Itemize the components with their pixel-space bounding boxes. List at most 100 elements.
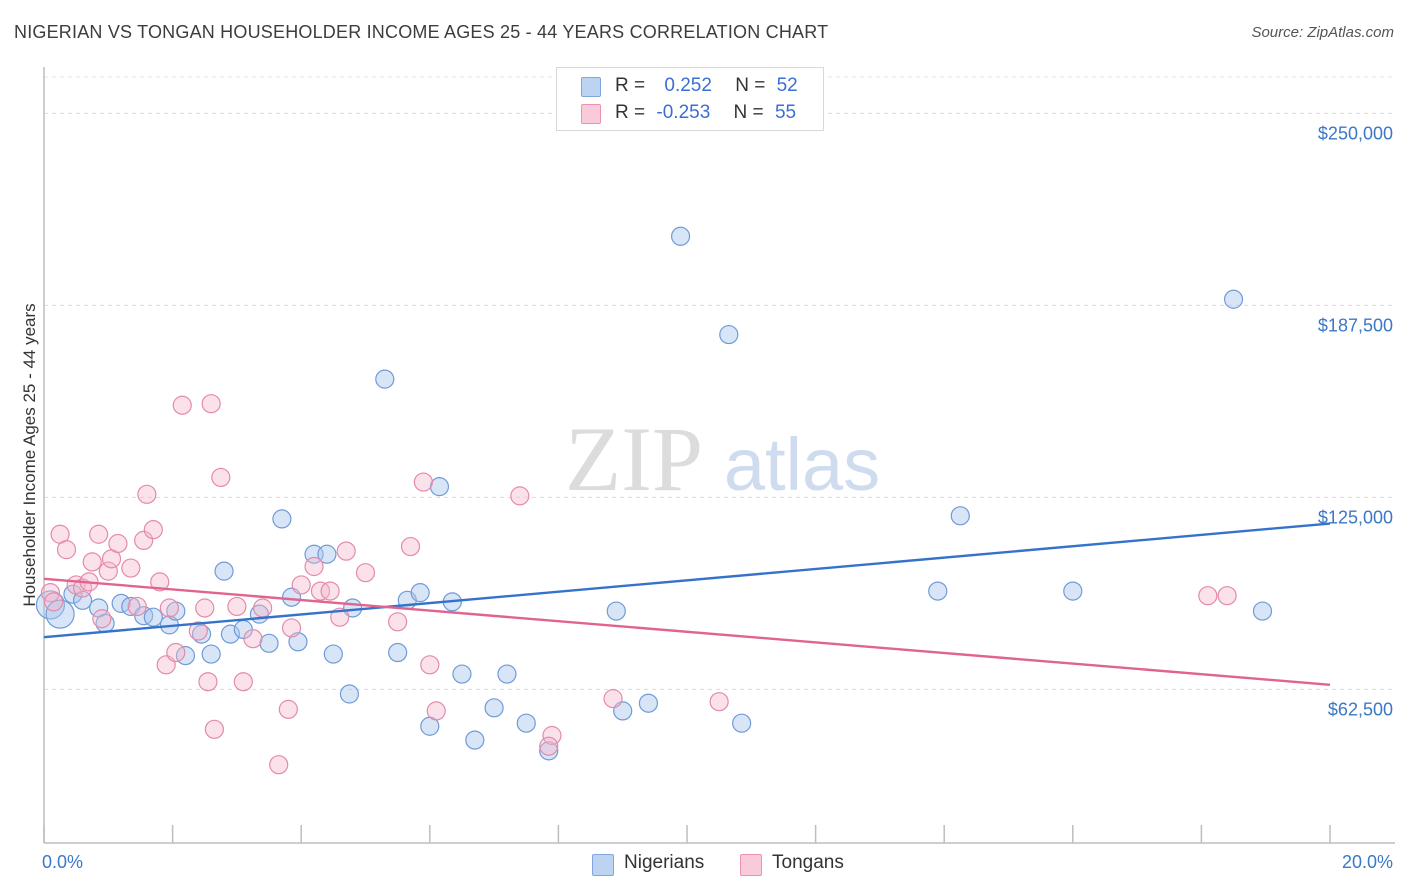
- tongans-point: [603, 689, 623, 709]
- nigerians-point: [497, 664, 517, 684]
- tongans-point: [92, 609, 112, 629]
- bottom-legend-label-tongans: Tongans: [772, 852, 844, 873]
- tongans-point: [420, 655, 440, 675]
- tongans-point: [143, 520, 163, 540]
- watermark-atlas: atlas: [724, 423, 880, 506]
- bottom-legend-swatch-nigerians: [592, 854, 614, 876]
- nigerians-point: [950, 506, 970, 526]
- tongans-point: [253, 598, 273, 618]
- tongans-point: [56, 540, 77, 560]
- nigerians-point: [388, 642, 408, 663]
- nigerians-point: [191, 624, 212, 644]
- nigerians-point: [220, 624, 241, 644]
- nigerians-point: [201, 644, 221, 664]
- tongans-point: [400, 536, 421, 557]
- x-tick-label-min: 0.0%: [42, 852, 84, 872]
- tongans-point: [82, 552, 102, 572]
- tongans-point: [121, 558, 141, 578]
- nigerians-point: [45, 599, 75, 629]
- tongans-point: [413, 472, 433, 492]
- y-tick-label-2: $187,500: [1317, 315, 1393, 336]
- tongans-point: [188, 621, 208, 641]
- tongans-point: [98, 561, 118, 581]
- nigerians-point: [719, 324, 739, 345]
- tongans-point: [195, 598, 215, 618]
- bottom-legend-label-nigerians: Nigerians: [624, 852, 705, 873]
- tongans-point: [44, 592, 64, 612]
- trend-lines: [43, 522, 1331, 686]
- tongans-point: [201, 394, 221, 414]
- nigerians-point: [452, 664, 472, 684]
- tongans-point: [204, 719, 224, 739]
- tongans-point: [150, 572, 170, 592]
- tongans-point: [198, 672, 218, 692]
- tongans-point: [330, 607, 350, 627]
- tongans-point: [304, 556, 324, 577]
- tongans-point: [172, 395, 192, 415]
- tongans-point: [227, 596, 247, 617]
- tongans-point: [539, 736, 559, 756]
- legend-swatch-tongans: [581, 104, 601, 124]
- tongans-point: [134, 530, 154, 551]
- tongans-point: [89, 524, 109, 544]
- tongans-point: [542, 725, 562, 746]
- tongans-point: [426, 701, 446, 721]
- nigerians-point: [928, 581, 948, 601]
- tongans-point: [1217, 586, 1237, 606]
- nigerians-point: [539, 741, 559, 761]
- y-tick-label-1: $125,000: [1317, 507, 1393, 528]
- source-label: Source: ZipAtlas.com: [1251, 24, 1394, 41]
- x-tick-label-max: 20.0%: [1341, 852, 1393, 872]
- nigerians-point: [429, 477, 450, 497]
- nigerians-point: [1223, 289, 1244, 309]
- nigerians-point: [638, 693, 659, 713]
- tongans-point: [1198, 586, 1218, 606]
- nigerians-point: [465, 730, 485, 750]
- axes: [43, 67, 1395, 844]
- tongans-point: [159, 598, 179, 618]
- gridlines: [44, 76, 1395, 690]
- legend-n-label: N =: [735, 75, 766, 96]
- nigerians-point: [732, 713, 752, 733]
- nigerians-point: [272, 509, 292, 529]
- nigerians-point: [1252, 601, 1273, 621]
- y-tick-label-0: $62,500: [1327, 699, 1393, 720]
- tongans-point: [243, 629, 263, 649]
- watermark: ZIP atlas: [565, 408, 880, 510]
- tongans-trend-line: [43, 577, 1331, 686]
- nigerians-point: [1063, 581, 1083, 601]
- tongans-point: [291, 575, 311, 595]
- nigerians-point: [317, 544, 337, 564]
- tongans-point: [211, 467, 231, 488]
- nigerians-point: [143, 607, 163, 627]
- tongans-point: [127, 596, 147, 617]
- nigerians-point: [339, 684, 360, 704]
- y-tick-label-3: $250,000: [1317, 123, 1393, 144]
- bottom-legend-swatch-tongans: [740, 854, 762, 876]
- tongans-point: [269, 755, 289, 775]
- tongans-point: [108, 533, 128, 554]
- legend-r-label: R =: [615, 102, 646, 123]
- tongans-point: [278, 699, 298, 719]
- legend-n-value: 55: [774, 102, 797, 123]
- watermark-zip: ZIP: [565, 408, 703, 510]
- tongans-point: [336, 541, 356, 561]
- nigerians-points: [35, 226, 1273, 761]
- tongans-point: [355, 563, 376, 583]
- nigerians-point: [259, 633, 279, 653]
- nigerians-trend-line: [43, 522, 1331, 639]
- legend-r-value: 0.252: [664, 75, 712, 96]
- chart-title: NIGERIAN VS TONGAN HOUSEHOLDER INCOME AG…: [14, 22, 829, 42]
- nigerians-point: [214, 561, 234, 581]
- tongans-point: [137, 484, 157, 504]
- legend-n-value: 52: [776, 75, 798, 96]
- tongans-point: [233, 672, 253, 692]
- y-axis-label: Householder Income Ages 25 - 44 years: [20, 303, 39, 607]
- legend-stats: R = 0.252 N = 52 R = -0.253 N = 55: [556, 67, 824, 131]
- nigerians-point: [484, 698, 504, 718]
- tongans-points: [40, 394, 1237, 775]
- tongans-point: [310, 581, 331, 601]
- nigerians-point: [323, 644, 343, 664]
- legend-r-value: -0.253: [656, 102, 711, 123]
